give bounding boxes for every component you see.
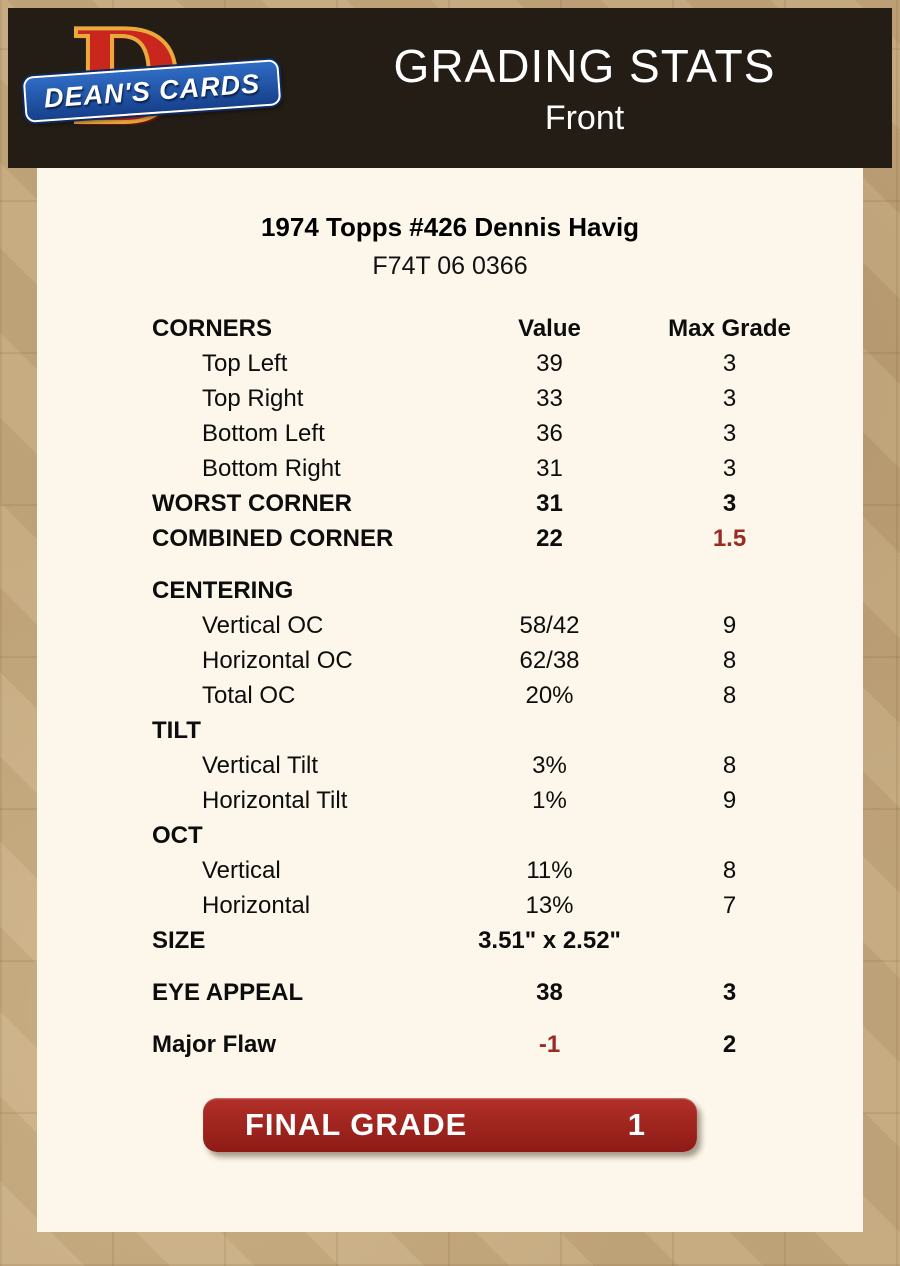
row-value: 36 <box>536 419 563 447</box>
header-bar: D DEAN'S CARDS GRADING STATS Front <box>8 6 892 168</box>
row-value: 33 <box>536 384 563 412</box>
table-row: Vertical 11% 8 <box>152 853 863 888</box>
row-label: WORST CORNER <box>152 489 352 517</box>
table-row: Horizontal OC 62/38 8 <box>152 643 863 678</box>
row-value: Value <box>518 314 581 342</box>
row-max-grade: 7 <box>722 891 737 919</box>
row-value: 31 <box>536 454 563 482</box>
row-max-grade: 3 <box>722 978 737 1006</box>
table-row: CORNERS Value Max Grade <box>152 311 863 346</box>
stats-table: CORNERS Value Max Grade Top Left 39 3 Top Righ… <box>37 311 863 1062</box>
card-serial-number: F74T 06 0366 <box>372 252 528 280</box>
table-section-gap <box>152 556 863 573</box>
table-row: OCT <box>152 818 863 853</box>
stats-panel: 1974 Topps #426 Dennis Havig F74T 06 036… <box>37 168 863 1232</box>
row-value: 62/38 <box>519 646 580 674</box>
row-value: 11% <box>526 856 573 884</box>
table-row: SIZE 3.51" x 2.52" <box>152 923 863 958</box>
table-row: Bottom Left 36 3 <box>152 416 863 451</box>
row-value: 1% <box>532 786 567 814</box>
row-label: EYE APPEAL <box>152 978 304 1006</box>
row-label: Vertical Tilt <box>202 751 319 779</box>
row-value: 13% <box>525 891 574 919</box>
row-label: Horizontal OC <box>202 646 353 674</box>
page-subtitle: Front <box>544 98 625 137</box>
row-label: TILT <box>152 716 201 744</box>
row-label: Bottom Left <box>202 419 325 447</box>
row-max-grade: Max Grade <box>668 314 791 342</box>
row-label: OCT <box>152 821 203 849</box>
row-label: Top Right <box>202 384 304 412</box>
row-max-grade: 9 <box>722 611 737 639</box>
row-max-grade: 8 <box>722 681 737 709</box>
row-value: 3.51" x 2.52" <box>478 926 621 954</box>
table-section-gap <box>152 958 863 975</box>
table-row: Horizontal Tilt 1% 9 <box>152 783 863 818</box>
row-label: SIZE <box>152 926 206 954</box>
row-value: 31 <box>536 489 563 517</box>
table-row: WORST CORNER 31 3 <box>152 486 863 521</box>
table-row: Top Right 33 3 <box>152 381 863 416</box>
table-row: Vertical OC 58/42 9 <box>152 608 863 643</box>
table-section-gap <box>152 1010 863 1027</box>
row-label: Bottom Right <box>202 454 341 482</box>
row-value: 38 <box>536 978 563 1006</box>
row-label: Total OC <box>202 681 296 709</box>
logo-ribbon: DEAN'S CARDS <box>22 59 282 123</box>
row-max-grade: 8 <box>722 751 737 779</box>
table-row: Vertical Tilt 3% 8 <box>152 748 863 783</box>
final-grade-value: 1 <box>627 1107 645 1142</box>
table-row: COMBINED CORNER 22 1.5 <box>152 521 863 556</box>
row-label: Vertical <box>202 856 281 884</box>
row-value: 58/42 <box>519 611 580 639</box>
row-max-grade: 8 <box>722 646 737 674</box>
table-row: Horizontal 13% 7 <box>152 888 863 923</box>
row-max-grade: 3 <box>722 454 737 482</box>
table-row: EYE APPEAL 38 3 <box>152 975 863 1010</box>
row-value: 3% <box>532 751 567 779</box>
final-grade-label: FINAL GRADE <box>245 1107 468 1142</box>
table-row: TILT <box>152 713 863 748</box>
row-label: COMBINED CORNER <box>152 524 394 552</box>
row-value: 22 <box>536 524 563 552</box>
row-value: 20% <box>525 681 574 709</box>
table-row: Major Flaw -1 2 <box>152 1027 863 1062</box>
final-grade-bar: FINAL GRADE 1 <box>203 1098 697 1152</box>
header-titles: GRADING STATS Front <box>303 39 892 138</box>
row-label: Major Flaw <box>152 1030 277 1058</box>
row-max-grade: 1.5 <box>712 524 747 552</box>
row-label: CENTERING <box>152 576 294 604</box>
deans-cards-logo: D DEAN'S CARDS <box>8 6 303 164</box>
table-row: Bottom Right 31 3 <box>152 451 863 486</box>
row-max-grade: 3 <box>722 489 737 517</box>
row-label: Horizontal Tilt <box>202 786 348 814</box>
row-max-grade: 9 <box>722 786 737 814</box>
row-max-grade: 3 <box>722 384 737 412</box>
row-max-grade: 2 <box>722 1030 737 1058</box>
row-value: 39 <box>536 349 563 377</box>
page-title: GRADING STATS <box>393 39 776 92</box>
row-value: -1 <box>538 1030 561 1058</box>
row-label: Top Left <box>202 349 288 377</box>
row-max-grade: 8 <box>722 856 737 884</box>
row-label: Vertical OC <box>202 611 324 639</box>
row-max-grade: 3 <box>722 419 737 447</box>
table-row: Top Left 39 3 <box>152 346 863 381</box>
table-row: Total OC 20% 8 <box>152 678 863 713</box>
row-label: Horizontal <box>202 891 311 919</box>
card-title: 1974 Topps #426 Dennis Havig <box>260 212 640 242</box>
table-row: CENTERING <box>152 573 863 608</box>
row-label: CORNERS <box>152 314 273 342</box>
row-max-grade: 3 <box>722 349 737 377</box>
